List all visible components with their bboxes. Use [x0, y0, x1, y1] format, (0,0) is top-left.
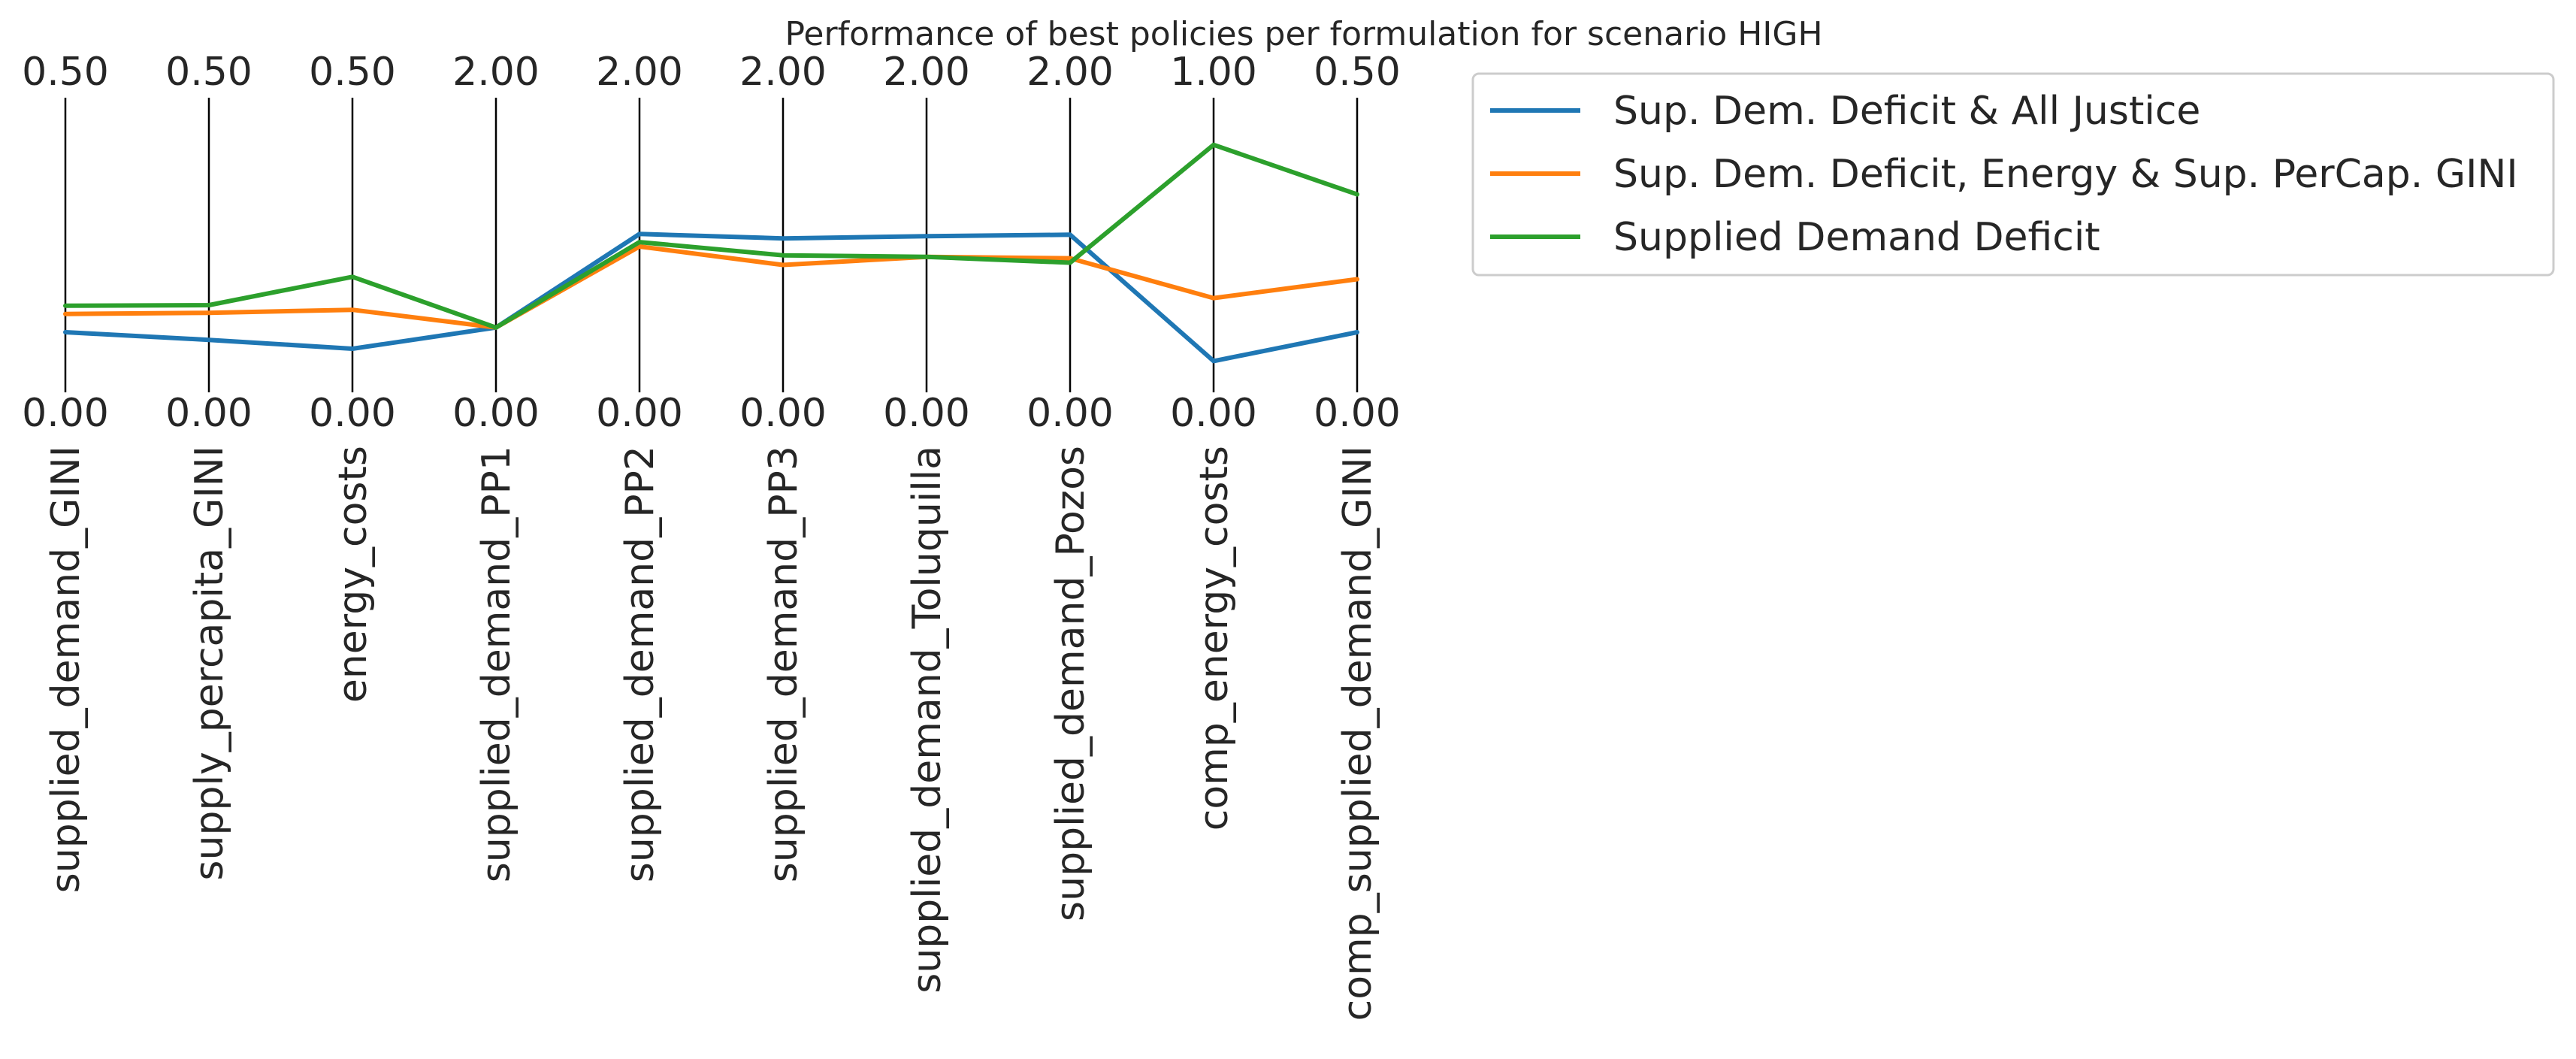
axis-max-label-9: 0.50 [1314, 50, 1401, 95]
axis-min-label-4: 0.00 [596, 391, 683, 436]
axis-name-0: supplied_demand_GINI [44, 446, 89, 893]
axes-layer: 0.50 0.00 supplied_demand_GINI 0.50 0.00 supp… [22, 50, 1401, 1021]
axis-name-7: supplied_demand_Pozos [1048, 446, 1093, 921]
axis-min-label-7: 0.00 [1026, 391, 1114, 436]
axis-name-5: supplied_demand_PP3 [761, 446, 806, 882]
axis-max-label-5: 2.00 [739, 50, 827, 95]
axis-name-2: energy_costs [331, 446, 376, 703]
axis-max-label-4: 2.00 [596, 50, 683, 95]
series-line-0 [63, 231, 1359, 364]
legend-items: Sup. Dem. Deficit & All Justice Sup. Dem.… [1490, 89, 2518, 260]
axis-min-label-0: 0.00 [22, 391, 109, 436]
axis-max-label-8: 1.00 [1170, 50, 1257, 95]
series-layer [63, 142, 1359, 364]
axis-max-label-2: 0.50 [309, 50, 396, 95]
axis-min-label-9: 0.00 [1314, 391, 1401, 436]
axis-max-label-1: 0.50 [165, 50, 252, 95]
legend: Sup. Dem. Deficit & All Justice Sup. Dem.… [1471, 72, 2555, 277]
axis-min-label-8: 0.00 [1170, 391, 1257, 436]
axis-name-6: supplied_demand_Toluquilla [905, 446, 950, 994]
axis-max-label-3: 2.00 [452, 50, 540, 95]
axis-min-label-2: 0.00 [309, 391, 396, 436]
legend-label-1: Sup. Dem. Deficit, Energy & Sup. PerCap.… [1613, 152, 2518, 197]
chart-title: Performance of best policies per formula… [785, 15, 1822, 53]
series-line-1 [63, 244, 1359, 330]
legend-frame [1471, 72, 2555, 277]
series-line-2 [63, 142, 1359, 330]
legend-label-2: Supplied Demand Deficit [1613, 215, 2100, 260]
axis-name-9: comp_supplied_demand_GINI [1335, 446, 1380, 1021]
axis-min-label-6: 0.00 [883, 391, 970, 436]
axis-min-label-1: 0.00 [165, 391, 252, 436]
axis-max-label-7: 2.00 [1026, 50, 1114, 95]
axis-max-label-0: 0.50 [22, 50, 109, 95]
axis-name-1: supply_percapita_GINI [187, 446, 232, 881]
axis-name-3: supplied_demand_PP1 [474, 446, 519, 882]
legend-label-0: Sup. Dem. Deficit & All Justice [1613, 89, 2200, 134]
axis-name-8: comp_energy_costs [1192, 446, 1237, 831]
axis-name-4: supplied_demand_PP2 [618, 446, 663, 882]
axis-max-label-6: 2.00 [883, 50, 970, 95]
axis-min-label-3: 0.00 [452, 391, 540, 436]
axis-min-label-5: 0.00 [739, 391, 827, 436]
